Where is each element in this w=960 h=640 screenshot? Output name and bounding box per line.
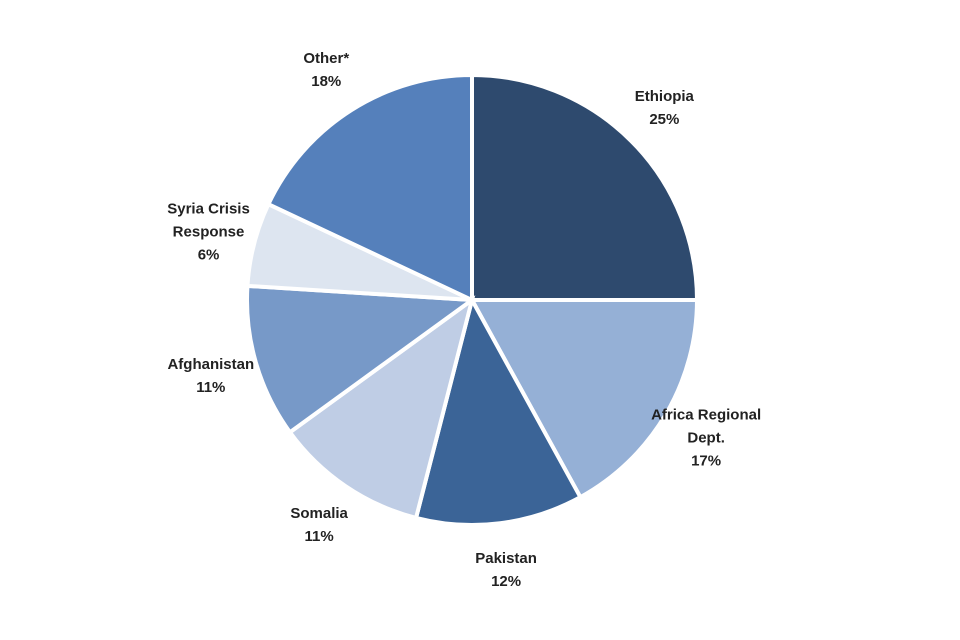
category-label: Africa Regional Dept. [651, 406, 762, 447]
category-label: Other* [303, 50, 350, 68]
value-label: 11% [304, 527, 334, 545]
slice-label: Somalia 11% [252, 502, 387, 548]
pie-slice [265, 72, 474, 304]
slice-label: Syria Crisis Response 6% [141, 198, 276, 267]
slice-label: Afghanistan 11% [143, 353, 278, 399]
value-label: 18% [311, 73, 342, 91]
value-label: 17% [691, 452, 722, 470]
category-label: Afghanistan [167, 355, 255, 373]
pie-slice [413, 294, 584, 527]
slice-label: Ethiopia 25% [597, 85, 732, 131]
category-label: Syria Crisis Response [167, 200, 250, 241]
value-label: 6% [197, 246, 220, 264]
slice-label: Other* 18% [259, 47, 394, 93]
category-label: Ethiopia [634, 87, 694, 105]
category-label: Pakistan [475, 549, 537, 567]
category-label: Somalia [290, 504, 348, 522]
value-label: 11% [196, 378, 226, 396]
pie-slice [470, 72, 700, 302]
pie-slice [468, 298, 700, 500]
value-label: 25% [649, 110, 680, 128]
value-label: 12% [491, 572, 522, 590]
pie-slice [287, 295, 476, 521]
pie-slice [245, 283, 478, 436]
slice-label: Africa Regional Dept. 17% [639, 404, 774, 473]
slice-label: Pakistan 12% [439, 547, 574, 593]
